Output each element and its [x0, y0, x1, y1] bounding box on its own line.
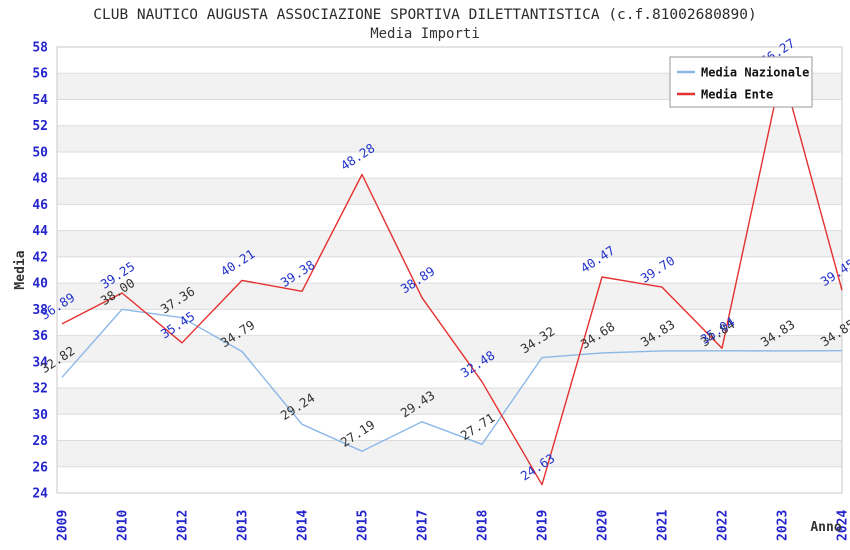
x-tick-label: 2021	[656, 510, 671, 541]
series-line-media-nazionale	[61, 308, 843, 452]
x-tick-label: 2014	[296, 510, 311, 541]
plot-band	[57, 388, 842, 415]
series-line-media-ente	[61, 68, 843, 486]
plot-band	[57, 125, 842, 152]
plot-band	[57, 256, 842, 284]
y-tick-label: 26	[32, 460, 48, 475]
legend-label-media-ente: Media Ente	[701, 88, 773, 102]
x-axis-title: Anno	[810, 520, 841, 535]
y-tick-label: 24	[32, 487, 48, 502]
y-tick-label: 30	[32, 408, 48, 423]
legend-box	[669, 56, 813, 108]
plot-border	[56, 46, 843, 494]
x-tick-label: 2022	[716, 510, 731, 541]
plot-band	[57, 309, 842, 336]
x-tick-label: 2017	[416, 510, 431, 541]
x-tick-label: 2019	[536, 510, 551, 541]
y-tick-label: 52	[32, 119, 48, 134]
y-tick-label: 46	[32, 198, 48, 213]
chart-title: CLUB NAUTICO AUGUSTA ASSOCIAZIONE SPORTI…	[93, 7, 757, 23]
plot-band	[57, 283, 842, 310]
y-tick-label: 28	[32, 434, 48, 449]
x-tick-label: 2009	[56, 510, 71, 541]
y-tick-label: 36	[32, 329, 48, 344]
chart-subtitle: Media Importi	[370, 26, 480, 42]
y-tick-label: 56	[32, 67, 48, 82]
x-tick-label: 2010	[116, 510, 131, 541]
y-tick-label: 44	[32, 224, 48, 239]
x-tick-label: 2012	[176, 510, 191, 541]
plot-band	[57, 178, 842, 205]
plot-band	[57, 230, 842, 257]
plot-band	[57, 361, 842, 389]
y-axis-title: Media	[13, 250, 28, 289]
plot-band	[57, 335, 842, 362]
y-tick-label: 54	[32, 93, 48, 108]
y-tick-label: 32	[32, 382, 48, 397]
legend-label-media-nazionale: Media Nazionale	[701, 66, 809, 80]
plot-band	[57, 204, 842, 231]
y-tick-label: 38	[32, 303, 48, 318]
y-tick-label: 58	[32, 41, 48, 56]
plot-band	[57, 151, 842, 179]
x-tick-label: 2024	[836, 510, 850, 541]
y-tick-label: 48	[32, 172, 48, 187]
x-tick-label: 2023	[776, 510, 791, 541]
x-tick-label: 2015	[356, 510, 371, 541]
x-tick-label: 2013	[236, 510, 251, 541]
plot-band	[57, 414, 842, 441]
x-tick-label: 2018	[476, 510, 491, 541]
y-tick-label: 40	[32, 277, 48, 292]
x-tick-label: 2020	[596, 510, 611, 541]
y-tick-label: 42	[32, 250, 48, 265]
plot-band	[57, 466, 842, 493]
y-tick-label: 34	[32, 355, 48, 370]
plot-band	[57, 440, 842, 467]
y-tick-label: 50	[32, 145, 48, 160]
